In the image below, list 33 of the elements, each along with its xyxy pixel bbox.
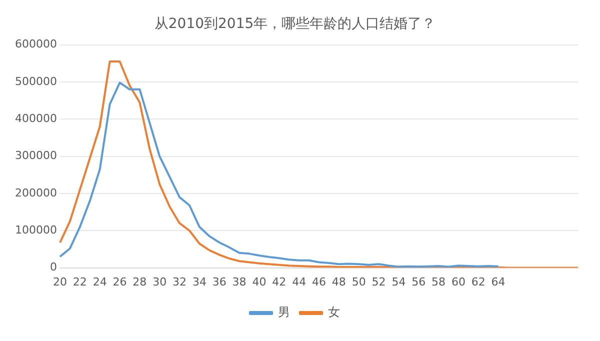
- x-tick-label: 60: [451, 275, 466, 288]
- x-tick-label: 26: [112, 275, 127, 288]
- x-tick-label: 32: [172, 275, 187, 288]
- x-tick-label: 64: [491, 275, 506, 288]
- y-tick-label: 400000: [14, 112, 57, 125]
- x-tick-label: 36: [212, 275, 226, 288]
- x-tick-label: 20: [52, 275, 67, 288]
- x-tick-label: 50: [352, 275, 366, 288]
- legend-label: 女: [328, 305, 340, 320]
- x-tick-label: 30: [152, 275, 167, 288]
- y-tick-label: 100000: [14, 223, 57, 236]
- x-tick-label: 34: [192, 275, 206, 288]
- x-tick-label: 58: [432, 275, 446, 288]
- x-tick-label: 24: [92, 275, 107, 288]
- x-tick-label: 40: [252, 275, 266, 288]
- y-tick-label: 300000: [14, 149, 57, 162]
- x-tick-label: 22: [72, 275, 87, 288]
- x-tick-label: 44: [292, 275, 306, 288]
- x-tick-label: 54: [392, 275, 406, 288]
- chart-title: 从2010到2015年，哪些年龄的人口结婚了？: [154, 16, 436, 32]
- x-tick-label: 52: [372, 275, 386, 288]
- y-tick-label: 600000: [14, 38, 57, 51]
- x-tick-label: 28: [132, 275, 147, 288]
- x-tick-label: 56: [412, 275, 426, 288]
- x-tick-label: 42: [272, 275, 286, 288]
- x-tick-label: 62: [471, 275, 486, 288]
- y-tick-label: 200000: [14, 186, 57, 200]
- y-tick-label: 500000: [14, 74, 57, 88]
- y-tick-label: 0: [50, 260, 57, 274]
- x-tick-label: 46: [312, 275, 326, 288]
- x-tick-label: 38: [232, 275, 246, 288]
- x-tick-label: 48: [332, 275, 346, 288]
- legend-label: 男: [278, 305, 290, 320]
